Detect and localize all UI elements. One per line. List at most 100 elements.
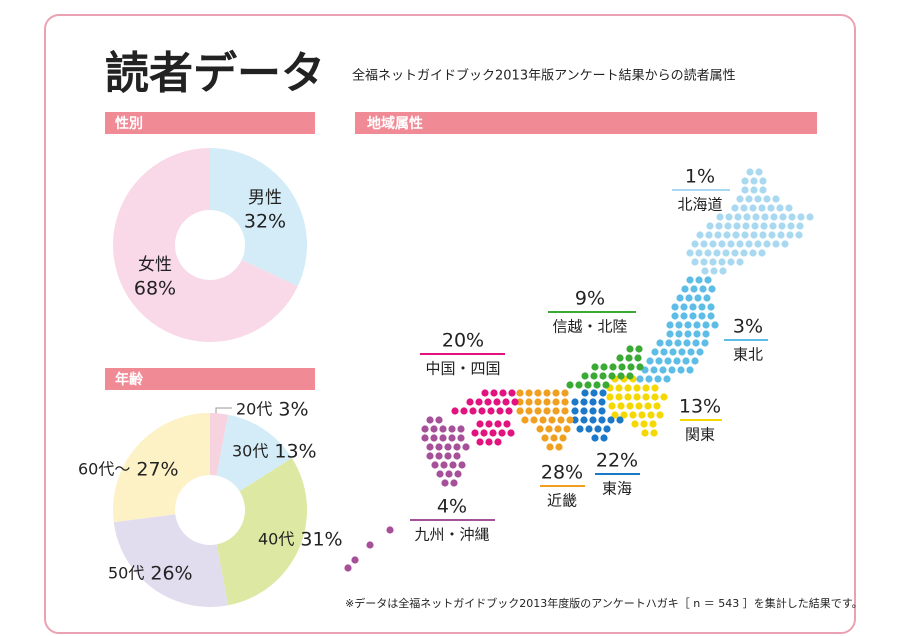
map-dot	[686, 276, 694, 284]
map-dot	[590, 372, 598, 380]
donut-segment	[210, 148, 307, 287]
map-dot	[536, 425, 544, 433]
map-dot	[471, 429, 479, 437]
map-dot	[627, 363, 635, 371]
map-dot	[779, 213, 787, 221]
map-dot	[629, 411, 637, 419]
map-dot	[386, 526, 394, 534]
map-dot	[691, 240, 699, 248]
map-dot	[571, 398, 579, 406]
map-dot	[598, 416, 606, 424]
region-value: 22%	[596, 450, 638, 472]
map-dot	[696, 231, 704, 239]
map-dot	[453, 443, 461, 451]
map-dot	[516, 398, 524, 406]
map-dot	[760, 222, 768, 230]
map-dot	[761, 213, 769, 221]
map-dot	[421, 434, 429, 442]
map-dot	[626, 345, 634, 353]
map-dot	[534, 407, 542, 415]
region-value: 1%	[685, 166, 715, 188]
map-dot	[698, 303, 706, 311]
map-dot	[714, 231, 722, 239]
map-dot	[734, 213, 742, 221]
map-dot	[543, 398, 551, 406]
map-dot	[711, 321, 719, 329]
map-dot	[534, 389, 542, 397]
map-dot	[646, 357, 654, 365]
map-dot	[651, 393, 659, 401]
title: 読者データ	[105, 48, 325, 99]
map-dot	[772, 240, 780, 248]
map-dot	[444, 443, 452, 451]
category-label: 30代	[232, 442, 268, 461]
map-dot	[490, 389, 498, 397]
map-dot	[511, 398, 519, 406]
donut-segment	[113, 514, 229, 607]
map-dot	[439, 425, 447, 433]
map-dot	[736, 258, 744, 266]
map-dot	[476, 438, 484, 446]
value-label: 27%	[136, 459, 178, 481]
map-dot	[665, 339, 673, 347]
map-dot	[581, 372, 589, 380]
map-dot	[594, 425, 602, 433]
map-dot	[777, 231, 785, 239]
map-dot	[752, 213, 760, 221]
map-dot	[548, 416, 556, 424]
map-dot	[640, 420, 648, 428]
map-dot	[635, 402, 643, 410]
map-dot	[796, 222, 804, 230]
donut-segment	[210, 413, 229, 476]
map-dot	[441, 479, 449, 487]
map-dot	[663, 375, 671, 383]
map-dot	[543, 407, 551, 415]
map-dot	[741, 231, 749, 239]
map-dot	[505, 407, 513, 415]
map-dot	[615, 384, 623, 392]
map-dot	[750, 177, 758, 185]
map-dot	[426, 443, 434, 451]
region-value: 13%	[679, 396, 721, 418]
map-dot	[580, 398, 588, 406]
map-dot	[696, 348, 704, 356]
map-dot	[776, 204, 784, 212]
map-dot	[671, 303, 679, 311]
map-dot	[691, 258, 699, 266]
map-dot	[695, 276, 703, 284]
map-dot	[699, 285, 707, 293]
map-dot	[686, 366, 694, 374]
value-label: 13%	[274, 441, 316, 463]
map-dot	[768, 231, 776, 239]
map-dot	[769, 222, 777, 230]
region-value: 3%	[733, 316, 763, 338]
map-dot	[684, 330, 692, 338]
map-dot	[687, 348, 695, 356]
map-dot	[436, 470, 444, 478]
map-dot	[676, 294, 684, 302]
map-dot	[718, 240, 726, 248]
map-dot	[485, 438, 493, 446]
map-dot	[772, 195, 780, 203]
map-dot	[561, 407, 569, 415]
map-dot	[445, 470, 453, 478]
map-dot	[797, 213, 805, 221]
section-title: 性別	[115, 115, 143, 132]
map-dot	[631, 420, 639, 428]
map-dot	[701, 267, 709, 275]
map-dot	[475, 398, 483, 406]
map-dot	[731, 204, 739, 212]
map-dot	[692, 339, 700, 347]
map-dot	[702, 321, 710, 329]
map-dot	[453, 452, 461, 460]
map-dot	[516, 407, 524, 415]
map-dot	[576, 425, 584, 433]
map-dot	[689, 312, 697, 320]
map-dot	[430, 425, 438, 433]
map-dot	[659, 366, 667, 374]
map-dot	[458, 461, 466, 469]
value-label: 26%	[150, 563, 192, 585]
map-dot	[618, 363, 626, 371]
map-dot	[759, 231, 767, 239]
map-dot	[702, 330, 710, 338]
